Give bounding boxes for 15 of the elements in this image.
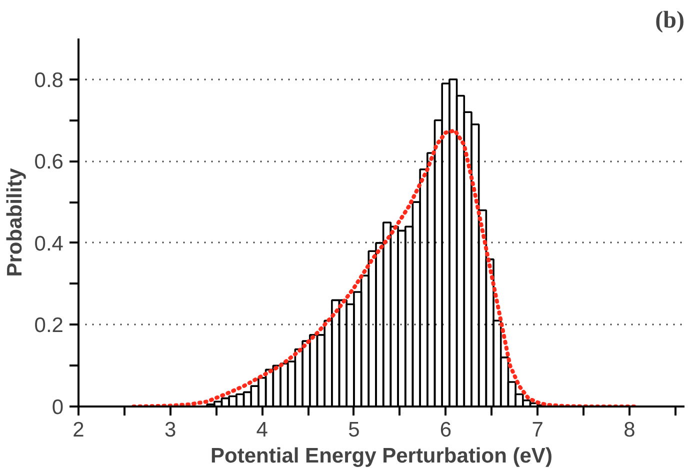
x-axis-title: Potential Energy Perturbation (eV) <box>210 444 552 468</box>
y-tick-label: 0 <box>52 396 64 419</box>
chart-title: (b) <box>655 8 685 34</box>
x-tick-label: 3 <box>164 418 176 442</box>
x-tick-label: 2 <box>72 418 84 442</box>
x-tick-label: 8 <box>624 418 636 442</box>
x-tick-label: 7 <box>532 418 544 442</box>
y-tick-label: 0.4 <box>34 232 64 256</box>
y-axis-title: Probability <box>3 168 26 277</box>
x-tick-label: 4 <box>256 418 268 442</box>
x-tick-label: 5 <box>348 418 360 442</box>
y-tick-label: 0.6 <box>34 150 64 174</box>
y-tick-label: 0.8 <box>34 68 64 92</box>
y-tick-label: 0.2 <box>34 314 64 338</box>
x-tick-label: 6 <box>440 418 452 442</box>
